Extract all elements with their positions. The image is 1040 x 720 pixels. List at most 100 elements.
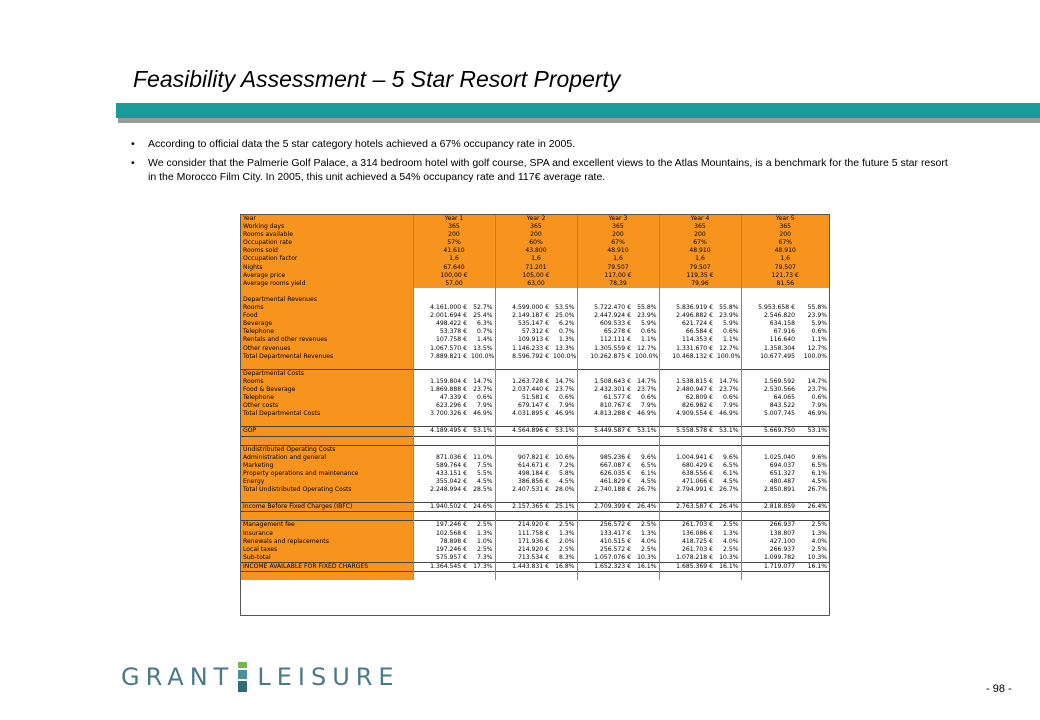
table-row: Beverage 498.422 € 6.3% 535.147 € 6.2% 609.53… (241, 320, 829, 329)
value-cell: 64.065 (740, 394, 797, 403)
table-spacer-cell (797, 571, 829, 581)
table-row-label: Marketing (241, 461, 413, 470)
table-row: Management fee 197.246 €2.5% 214.920 €2.5%… (241, 520, 829, 530)
table-row: Marketing 589.764 € 7.5% 614.671 € 7.2% 667.0… (241, 461, 829, 470)
table-spacer-cell (715, 494, 741, 503)
page-number: - 98 - (986, 683, 1012, 695)
percent-cell: 2.5% (641, 545, 657, 553)
table-spacer-cell (658, 418, 715, 427)
value-cell: 1.004.941 € (658, 453, 715, 462)
percent-cell: 23.7% (637, 385, 657, 393)
table-row: Rentals and other revenues 107.758 €1.4% 1… (241, 336, 829, 345)
percent-cell: 5.9% (723, 320, 739, 328)
percent-cell: 26.4% (633, 502, 659, 512)
value-cell: 1.940.502 € (412, 502, 469, 512)
value-cell: 4.189.495 € (412, 426, 469, 437)
table-cell (633, 296, 659, 304)
table-spacer-cell (494, 571, 551, 581)
percent-cell: 46.9% (555, 410, 575, 418)
table-spacer-row (241, 287, 829, 296)
value-cell: 214.920 € (494, 520, 551, 530)
section-header-row: Undistributed Operating Costs (241, 444, 829, 454)
percent-cell: 55.8% (719, 304, 739, 312)
table-cell (494, 444, 551, 454)
percent-cell: 1.0% (477, 537, 493, 545)
table-cell (715, 296, 741, 304)
table-cell (576, 295, 633, 305)
value-cell: 694.037 (740, 461, 797, 470)
percent-cell: 11.0% (473, 453, 493, 461)
table-cell: 365 (658, 223, 741, 232)
value-cell: 51.581 € (494, 394, 551, 403)
percent-cell: 2.5% (559, 545, 575, 553)
value-cell: 1.538.815 € (658, 377, 715, 386)
table-spacer-cell (412, 571, 469, 581)
percent-cell: 0.6% (811, 394, 827, 402)
value-cell: 713.534 € (494, 553, 551, 563)
table-spacer-cell (576, 494, 633, 503)
percent-cell: 23.9% (807, 312, 827, 320)
value-cell: 1.331.670 € (658, 344, 715, 353)
table-cell: 63,00 (494, 279, 577, 288)
value-cell: 256.572 € (576, 545, 633, 554)
table-spacer-cell (412, 435, 469, 446)
table-cell (494, 368, 551, 378)
table-spacer-cell (241, 571, 413, 581)
value-cell: 4.599.000 € (494, 304, 551, 313)
table-cell: 79.507 (658, 263, 741, 272)
table-cell: 41.610 (412, 247, 495, 256)
table-row-label: Income Before Fixed Charges (IBFC) (241, 502, 413, 512)
table-cell (412, 444, 469, 454)
table-cell: 79,96 (658, 279, 741, 288)
logo-mark-icon (238, 662, 248, 692)
value-cell: 116.640 (740, 336, 797, 345)
percent-cell: 6.5% (811, 461, 827, 469)
percent-cell: 53.5% (555, 304, 575, 312)
table-spacer-cell (469, 418, 495, 427)
value-cell: 461.829 € (576, 478, 633, 487)
percent-cell: 53.1% (797, 426, 829, 437)
table-cell: 365 (412, 223, 495, 232)
value-cell: 65.278 € (576, 328, 633, 337)
value-cell: 66.584 € (658, 328, 715, 337)
percent-cell: 4.0% (641, 537, 657, 545)
table-spacer-cell (797, 361, 829, 370)
table-cell: 200 (494, 231, 577, 240)
table-spacer-row (241, 494, 829, 503)
table-spacer-cell (797, 511, 829, 521)
financial-table: Year Year 1 Year 2 Year 3 Year 4 Year 5 Workin… (240, 214, 830, 616)
value-cell: 4.564.896 € (494, 426, 551, 437)
percent-cell: 14.7% (555, 377, 575, 385)
table-spacer-cell (715, 571, 741, 581)
percent-cell: 53.1% (633, 426, 659, 437)
table-spacer-cell (633, 288, 659, 296)
percent-cell: 10.3% (719, 553, 739, 561)
table-cell: 81,56 (740, 279, 829, 288)
table-cell: 67% (576, 239, 659, 248)
value-cell: 1.159.804 € (412, 377, 469, 386)
value-cell: 985.236 € (576, 453, 633, 462)
table-spacer-cell (412, 418, 469, 427)
percent-cell: 9.6% (641, 453, 657, 461)
percent-cell: 9.6% (811, 453, 827, 461)
percent-cell: 10.3% (637, 553, 657, 561)
value-cell: 2.709.399 € (576, 502, 633, 512)
value-cell: 197.246 € (412, 545, 469, 554)
percent-cell: 26.7% (807, 486, 827, 494)
percent-cell: 7.9% (641, 402, 657, 410)
percent-cell: 25.1% (551, 502, 577, 512)
table-row: Average price 100,00 €105,00 €117,00 €119… (241, 271, 829, 280)
table-cell: 1,6 (494, 255, 577, 264)
percent-cell: 53.1% (715, 426, 741, 437)
table-spacer-cell (740, 287, 797, 296)
table-spacer-cell (241, 511, 413, 521)
table-spacer-cell (551, 571, 577, 581)
value-cell: 171.936 € (494, 537, 551, 546)
table-cell: 48.910 (576, 247, 659, 256)
value-cell: 5.953.658 € (740, 304, 797, 313)
percent-cell: 23.7% (473, 385, 493, 393)
value-cell: 826.982 € (658, 402, 715, 411)
value-cell: 47.339 € (412, 394, 469, 403)
table-row: Renewals and replacements 78.898 € 1.0% 171… (241, 537, 829, 546)
table-row-label: Working days (241, 223, 413, 232)
